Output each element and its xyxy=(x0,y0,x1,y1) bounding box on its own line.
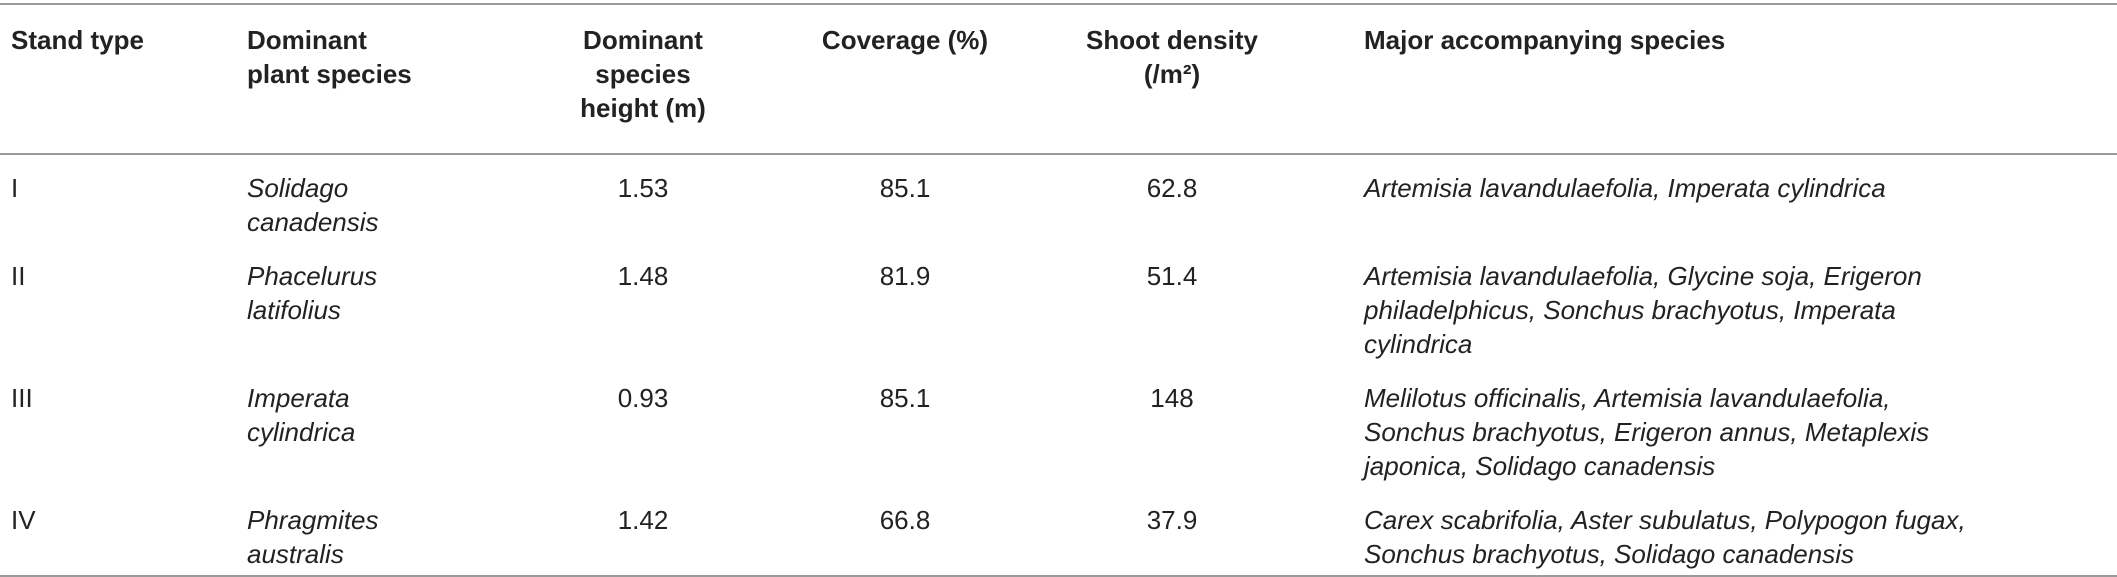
table-cell: Phacelurus latifolius xyxy=(247,261,378,325)
table-cell: 37.9 xyxy=(1146,505,1198,535)
table-cell: 1.42 xyxy=(617,505,669,535)
table-cell: Phragmites australis xyxy=(247,505,379,569)
header-row: Stand type Dominant plant species Dominant… xyxy=(0,4,2117,154)
table-cell: IV xyxy=(11,505,36,535)
table-cell: 81.9 xyxy=(879,261,931,291)
column-header: Dominant plant species xyxy=(247,25,412,89)
data-table: Stand type Dominant plant species Dominant… xyxy=(0,3,2117,577)
table-cell: I xyxy=(11,173,19,203)
column-header: Dominant species height (m) xyxy=(580,25,706,123)
column-header: Coverage (%) xyxy=(821,25,989,55)
table-cell: Melilotus officinalis, Artemisia lavandu… xyxy=(1364,383,1930,481)
table-cell: 85.1 xyxy=(879,383,931,413)
column-header: Major accompanying species xyxy=(1364,25,1726,55)
table-cell: Artemisia lavandulaefolia, Imperata cyli… xyxy=(1364,173,1886,203)
table-cell: 1.48 xyxy=(617,261,669,291)
table-cell: Imperata cylindrica xyxy=(247,383,356,447)
table-cell: II xyxy=(11,261,26,291)
table-cell: 66.8 xyxy=(879,505,931,535)
table-row: III Imperata cylindrica 0.93 85.1 148 Melilot… xyxy=(0,365,2117,487)
table-cell: III xyxy=(11,383,33,413)
table-cell: 62.8 xyxy=(1146,173,1198,203)
table-row: II Phacelurus latifolius 1.48 81.9 51.4 Artem… xyxy=(0,243,2117,365)
page: Stand type Dominant plant species Dominant… xyxy=(0,3,2117,576)
table-cell: 85.1 xyxy=(879,173,931,203)
table-cell: 51.4 xyxy=(1146,261,1198,291)
table-cell: 0.93 xyxy=(617,383,669,413)
column-header: Stand type xyxy=(11,25,144,55)
column-header: Shoot density (/m²) xyxy=(1086,25,1258,89)
table-row: IV Phragmites australis 1.42 66.8 37.9 Carex … xyxy=(0,487,2117,576)
table-cell: Carex scabrifolia, Aster subulatus, Poly… xyxy=(1364,505,1966,569)
table-header: Stand type Dominant plant species Dominant… xyxy=(0,4,2117,154)
table-body: I Solidago canadensis 1.53 85.1 62.8 Artemisi… xyxy=(0,154,2117,576)
table-cell: 1.53 xyxy=(617,173,669,203)
table-cell: Solidago canadensis xyxy=(247,173,379,237)
table-cell: Artemisia lavandulaefolia, Glycine soja,… xyxy=(1364,261,1922,359)
table-cell: 148 xyxy=(1150,383,1194,413)
table-row: I Solidago canadensis 1.53 85.1 62.8 Artemisi… xyxy=(0,154,2117,243)
